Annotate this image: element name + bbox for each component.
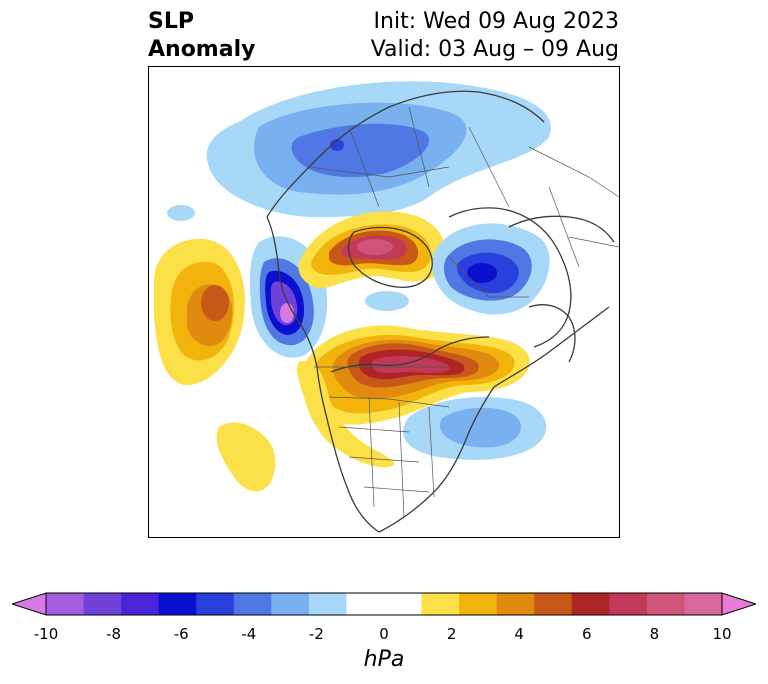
colorbar-bin: [83, 593, 122, 615]
colorbar-bin: [46, 593, 85, 615]
colorbar-frame: [45, 592, 723, 616]
positive-anomaly-us: [216, 361, 395, 492]
colorbar-bin: [384, 593, 423, 615]
colorbar-bin: [571, 593, 610, 615]
colorbar-bin: [421, 593, 460, 615]
colorbar-tick-label: -2: [308, 625, 324, 643]
colorbar-bin: [534, 593, 573, 615]
colorbar-tick-label: 10: [712, 625, 732, 643]
colorbar-bin: [271, 593, 310, 615]
title-line-1: SLP: [148, 9, 194, 34]
colorbar-bin: [496, 593, 535, 615]
positive-anomaly-pacific: [154, 238, 245, 386]
colorbar-tick-label: -4: [241, 625, 257, 643]
colorbar-tick-label: -6: [173, 625, 189, 643]
colorbar-bin: [121, 593, 160, 615]
colorbar-bin: [346, 593, 385, 615]
valid-range: Valid: 03 Aug – 09 Aug: [370, 37, 619, 62]
colorbar-bin: [684, 593, 723, 615]
positive-anomaly-north: [298, 211, 446, 289]
map-title: SLP Anomaly: [148, 8, 255, 64]
negative-anomaly-atlantic: [403, 397, 547, 460]
colorbar-bin: [196, 593, 235, 615]
colorbar-extend-low: [12, 592, 47, 616]
colorbar-tick-label: 6: [582, 625, 592, 643]
map-panel: [148, 66, 620, 538]
colorbar-bin: [233, 593, 272, 615]
date-info: Init: Wed 09 Aug 2023 Valid: 03 Aug – 09…: [371, 8, 619, 64]
colorbar: [12, 592, 756, 616]
init-date: Init: Wed 09 Aug 2023: [373, 9, 619, 34]
colorbar-unit-label: hPa: [363, 647, 405, 672]
colorbar-bin: [609, 593, 648, 615]
negative-anomaly-europe: [432, 223, 550, 315]
anomaly-map: [149, 67, 619, 537]
colorbar-tick-label: -8: [106, 625, 122, 643]
colorbar-bin: [158, 593, 197, 615]
colorbar-bin: [308, 593, 347, 615]
political-borders: [308, 106, 619, 518]
negative-anomaly-gulf-of-alaska: [249, 236, 328, 358]
colorbar-extend-high: [721, 592, 756, 616]
colorbar-tick-label: 8: [649, 625, 660, 643]
colorbar-tick-label: -10: [33, 625, 59, 643]
colorbar-bin: [459, 593, 498, 615]
colorbar-tick-label: 0: [379, 625, 389, 643]
positive-anomaly-canada: [302, 325, 530, 425]
colorbar-tick-label: 4: [514, 625, 524, 643]
colorbar-bin: [646, 593, 685, 615]
colorbar-tick-label: 2: [446, 625, 457, 643]
negative-anomaly-small: [365, 291, 409, 311]
title-line-2: Anomaly: [148, 37, 256, 62]
